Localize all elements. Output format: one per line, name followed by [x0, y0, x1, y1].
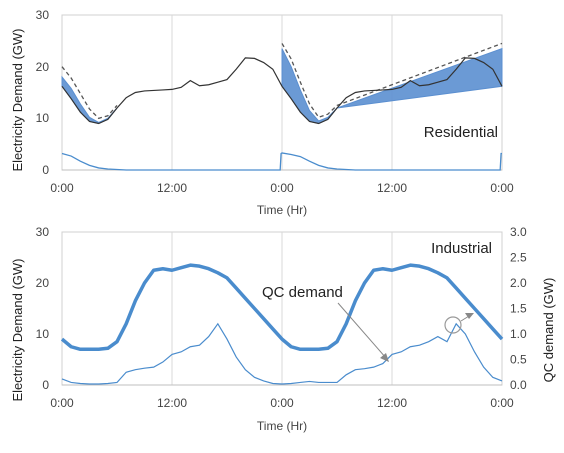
x-tick-label: 12:00 — [157, 396, 187, 410]
annotation-qc-arrow-line — [337, 302, 387, 359]
y-tick-label: 30 — [36, 8, 50, 22]
annotation-industrial: Industrial — [431, 240, 492, 257]
x-tick-label: 0:00 — [50, 396, 74, 410]
x-tick-label: 12:00 — [377, 396, 407, 410]
x-tick-label: 12:00 — [157, 181, 187, 195]
y-tick-label: 10 — [36, 111, 50, 125]
annotation-circle-arrow-head — [465, 313, 474, 319]
series-group-residential — [61, 42, 503, 171]
annotation-qc-arrow-head — [380, 353, 389, 362]
y2-tick-label: 2.0 — [510, 276, 527, 290]
y-tick-label: 20 — [36, 276, 50, 290]
y-tick-label: 30 — [36, 225, 50, 239]
x-tick-label: 0:00 — [50, 181, 74, 195]
residential-dashed-line-1 — [61, 66, 118, 120]
x-axis-title-industrial: Time (Hr) — [257, 419, 307, 433]
x-tick-label: 0:00 — [270, 181, 294, 195]
annotation-qc-demand: QC demand — [262, 284, 343, 301]
y-axis-title-residential: Electricity Demand (GW) — [10, 28, 25, 171]
y-tick-label: 0 — [42, 378, 49, 392]
y2-tick-label: 0.5 — [510, 353, 527, 367]
y2-tick-label: 1.0 — [510, 327, 527, 341]
x-axis-title-residential: Time (Hr) — [257, 203, 307, 217]
industrial-demand-line — [60, 263, 504, 352]
residential-base-line — [61, 57, 503, 125]
y2-axis-title-industrial: QC demand (GW) — [541, 278, 556, 383]
y-tick-label: 10 — [36, 327, 50, 341]
y2-tick-label: 3.0 — [510, 225, 527, 239]
chart-industrial: 0 10 20 30 0.0 0.5 1.0 1.5 2.0 2.5 3.0 0… — [10, 225, 556, 433]
y-tick-label: 20 — [36, 60, 50, 74]
chart-residential: 0 10 20 30 0:00 12:00 0:00 12:00 0:00 Ti… — [10, 8, 514, 217]
industrial-qc-line — [61, 322, 503, 385]
x-tick-label: 0:00 — [490, 396, 514, 410]
x-tick-label: 0:00 — [270, 396, 294, 410]
x-tick-label: 12:00 — [377, 181, 407, 195]
x-tick-label: 0:00 — [490, 181, 514, 195]
residential-qc-line — [61, 152, 502, 171]
series-group-industrial — [60, 263, 504, 385]
y2-tick-label: 2.5 — [510, 251, 527, 265]
residential-dashed-line-2 — [281, 42, 503, 119]
y-tick-label: 0 — [42, 163, 49, 177]
annotation-highlight-circle — [444, 316, 462, 334]
y-axis-title-industrial: Electricity Demand (GW) — [10, 258, 25, 401]
y2-tick-label: 0.0 — [510, 378, 527, 392]
y2-tick-label: 1.5 — [510, 302, 527, 316]
annotation-residential: Residential — [424, 124, 498, 141]
